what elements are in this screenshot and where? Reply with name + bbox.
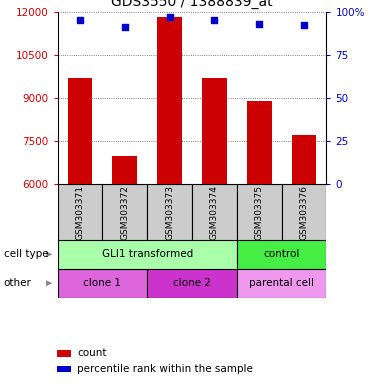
Bar (157, 17, 182, 184)
Bar (58, 240, 237, 269)
Point (77, 17, 83, 23)
Text: percentile rank within the sample: percentile rank within the sample (78, 364, 253, 374)
Point (301, 22, 307, 28)
Bar (237, 184, 282, 240)
Bar (57, 366, 71, 372)
Text: control: control (263, 249, 300, 260)
Bar (237, 240, 326, 269)
Bar (102, 184, 147, 240)
Text: GSM303375: GSM303375 (255, 185, 264, 240)
Bar (112, 156, 137, 184)
Text: GSM303372: GSM303372 (120, 185, 129, 240)
Text: GSM303373: GSM303373 (165, 185, 174, 240)
Text: parental cell: parental cell (249, 278, 314, 288)
Point (211, 17, 217, 23)
Text: count: count (78, 348, 107, 358)
Text: GLI1 transformed: GLI1 transformed (102, 249, 193, 260)
Bar (237, 269, 326, 298)
Bar (147, 184, 192, 240)
Bar (68, 78, 92, 184)
Bar (192, 184, 237, 240)
Bar (282, 184, 326, 240)
Text: GSM303371: GSM303371 (75, 185, 85, 240)
Point (167, 14, 173, 20)
Text: other: other (4, 278, 32, 288)
Bar (147, 269, 237, 298)
Text: clone 1: clone 1 (83, 278, 121, 288)
Text: clone 2: clone 2 (173, 278, 211, 288)
Bar (202, 78, 227, 184)
Bar (247, 101, 272, 184)
Point (256, 20, 262, 27)
Text: GSM303374: GSM303374 (210, 185, 219, 240)
Text: GSM303376: GSM303376 (299, 185, 309, 240)
Bar (292, 136, 316, 184)
Title: GDS3550 / 1388839_at: GDS3550 / 1388839_at (111, 0, 273, 9)
Text: cell type: cell type (4, 249, 48, 260)
Point (122, 24, 128, 30)
Bar (58, 269, 147, 298)
Bar (58, 184, 102, 240)
Bar (57, 350, 71, 357)
